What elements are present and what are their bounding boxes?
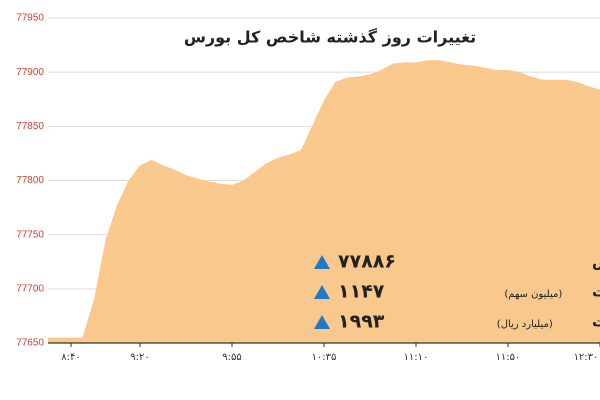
y-tick-label: 77850: [16, 121, 44, 132]
stat-value: ۱۹۹۳: [338, 311, 385, 333]
axes: 77650 77700 77750 77800 77850 77900 77950 ۸:۴۰ ۹…: [16, 13, 600, 363]
x-tick-label: ۱۲:۳۰: [574, 352, 599, 363]
stat-note: (میلیون سهم): [504, 289, 562, 300]
stat-value: ۱۱۴۷: [338, 281, 385, 303]
stat-note: (میلیارد ریال): [497, 319, 553, 330]
up-arrow: [314, 285, 330, 299]
up-arrow: [314, 315, 330, 329]
y-tick-label: 77800: [16, 175, 44, 186]
x-tick-label: ۸:۴۰: [61, 352, 80, 363]
x-tick-label: ۱۱:۵۰: [496, 352, 521, 363]
stat-value: ۷۷۸۸۶: [338, 251, 396, 273]
chart-title: تغییرات روز گذشته شاخص کل بورس: [184, 28, 476, 47]
x-tick-label: ۱۱:۱۰: [404, 352, 429, 363]
stats: شاخص ۷۷۸۸۶ حجم معاملات (میلیون سهم) ۱۱۴۷ ارزش…: [314, 251, 600, 333]
plot: [48, 60, 600, 343]
stat-label: حجم معاملات: [592, 283, 600, 301]
x-tick-label: ۱۰:۳۵: [312, 352, 337, 363]
x-tick-label: ۹:۲۰: [130, 352, 149, 363]
y-tick-label: 77700: [16, 283, 44, 294]
y-tick-label: 77900: [16, 67, 44, 78]
y-tick-label: 77950: [16, 13, 44, 24]
up-arrow: [314, 255, 330, 269]
stat-label: ارزش معاملات: [592, 313, 600, 331]
area: [48, 60, 600, 343]
x-tick-label: ۹:۵۵: [222, 352, 241, 363]
y-tick-label: 77750: [16, 229, 44, 240]
y-tick-label: 77650: [16, 338, 44, 349]
stat-label: شاخص: [592, 253, 600, 271]
